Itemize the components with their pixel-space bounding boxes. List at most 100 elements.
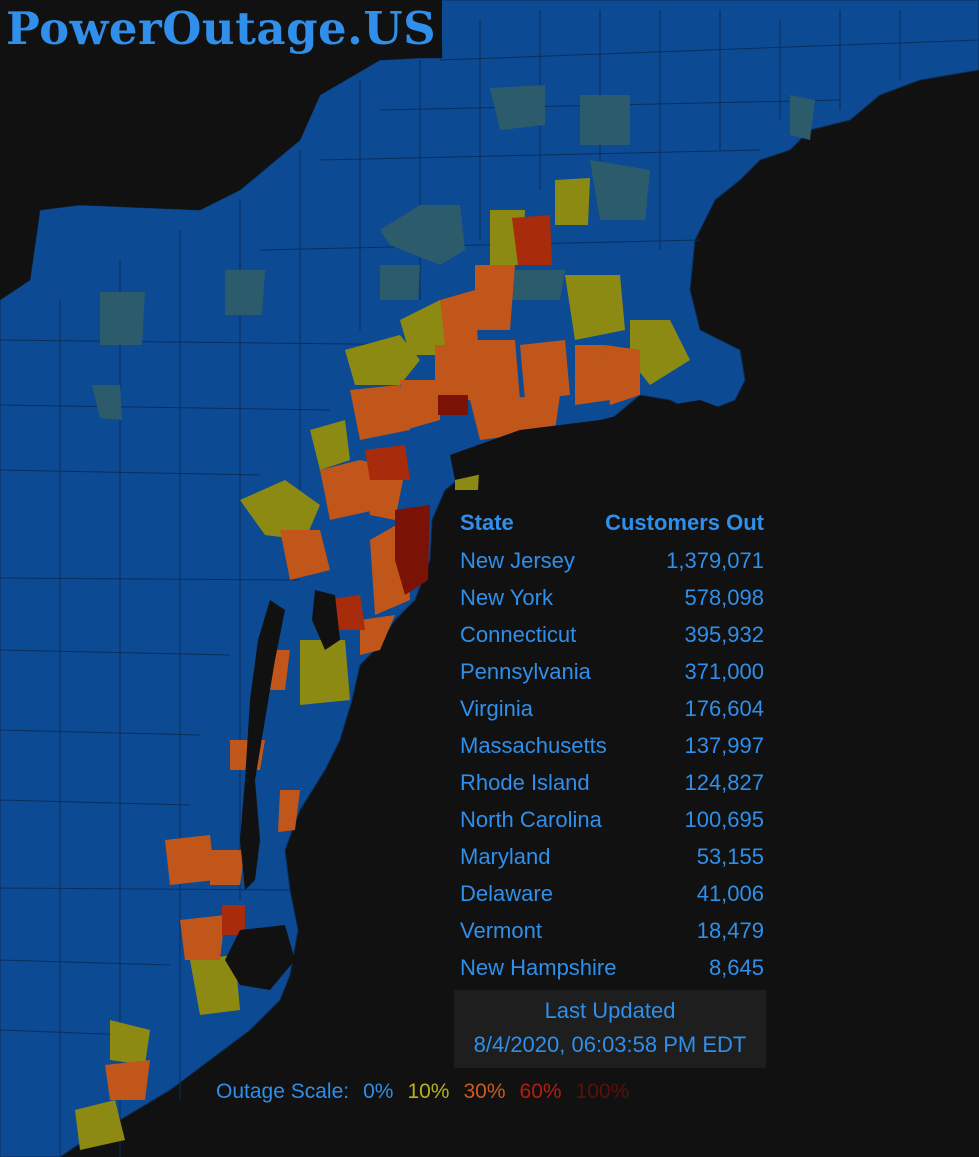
county-30[interactable] bbox=[320, 460, 375, 520]
table-row[interactable]: Maryland 53,155 bbox=[452, 838, 772, 875]
county-10[interactable] bbox=[310, 420, 350, 470]
county-10[interactable] bbox=[300, 640, 350, 705]
row-state: Connecticut bbox=[460, 621, 577, 647]
county-30[interactable] bbox=[360, 615, 395, 655]
row-customers-out: 578,098 bbox=[684, 584, 764, 610]
last-updated-timestamp: 8/4/2020, 06:03:58 PM EDT bbox=[473, 1032, 747, 1057]
lake-erie-shore bbox=[0, 0, 442, 300]
row-customers-out: 124,827 bbox=[684, 769, 764, 795]
row-customers-out: 18,479 bbox=[696, 917, 764, 943]
long-island-sound bbox=[450, 400, 740, 480]
county-100[interactable] bbox=[395, 505, 430, 595]
row-state: Maryland bbox=[460, 843, 551, 869]
row-state: New Hampshire bbox=[460, 954, 617, 980]
table-row[interactable]: New Hampshire 8,645 bbox=[452, 949, 772, 986]
county-teal[interactable] bbox=[92, 385, 122, 420]
county-10[interactable] bbox=[555, 178, 590, 225]
county-100[interactable] bbox=[438, 395, 468, 415]
table-row[interactable]: Virginia 176,604 bbox=[452, 690, 772, 727]
county-10[interactable] bbox=[240, 480, 320, 540]
county-30[interactable] bbox=[165, 835, 215, 885]
header-customers-out[interactable]: Customers Out bbox=[605, 510, 764, 535]
delaware-bay bbox=[312, 590, 340, 650]
county-teal[interactable] bbox=[380, 205, 465, 265]
county-30[interactable] bbox=[520, 340, 570, 400]
county-30[interactable] bbox=[280, 530, 330, 580]
scale-stop: 10% bbox=[407, 1080, 450, 1103]
row-customers-out: 1,379,071 bbox=[666, 547, 764, 573]
county-30[interactable] bbox=[435, 345, 470, 400]
row-state: North Carolina bbox=[460, 806, 602, 832]
row-state: Pennsylvania bbox=[460, 658, 591, 684]
outage-table: State Customers Out New Jersey 1,379,071 N… bbox=[452, 504, 772, 1068]
county-60[interactable] bbox=[365, 445, 410, 480]
row-customers-out: 8,645 bbox=[708, 954, 764, 980]
table-row[interactable]: Vermont 18,479 bbox=[452, 912, 772, 949]
county-10[interactable] bbox=[190, 955, 240, 1015]
county-30[interactable] bbox=[470, 340, 520, 400]
county-teal[interactable] bbox=[510, 270, 565, 300]
scale-stop: 60% bbox=[519, 1080, 562, 1103]
table-row[interactable]: New Jersey 1,379,071 bbox=[452, 542, 772, 579]
county-30[interactable] bbox=[575, 345, 610, 405]
county-30[interactable] bbox=[278, 790, 300, 832]
county-10[interactable] bbox=[75, 1100, 125, 1150]
outage-scale: Outage Scale: 0% 10% 30% 60% 100% bbox=[216, 1080, 629, 1104]
site-title: PowerOutage.US bbox=[6, 2, 437, 55]
table-row[interactable]: Massachusetts 137,997 bbox=[452, 727, 772, 764]
scale-stop: 0% bbox=[363, 1080, 394, 1103]
county-teal[interactable] bbox=[225, 270, 265, 315]
outage-scale-label: Outage Scale: bbox=[216, 1080, 350, 1103]
header-state[interactable]: State bbox=[460, 510, 514, 535]
county-teal[interactable] bbox=[790, 95, 815, 140]
water-bodies bbox=[225, 400, 740, 990]
county-30[interactable] bbox=[210, 850, 245, 885]
table-row[interactable]: Delaware 41,006 bbox=[452, 875, 772, 912]
last-updated-label: Last Updated bbox=[544, 998, 676, 1023]
county-30[interactable] bbox=[350, 385, 410, 440]
county-10[interactable] bbox=[110, 1020, 150, 1065]
row-state: Virginia bbox=[460, 695, 533, 721]
table-header: State Customers Out bbox=[452, 504, 772, 542]
outage-scale-stops: 0% 10% 30% 60% 100% bbox=[363, 1080, 629, 1104]
county-teal[interactable] bbox=[590, 160, 650, 220]
table-row[interactable]: Rhode Island 124,827 bbox=[452, 764, 772, 801]
table-row[interactable]: Connecticut 395,932 bbox=[452, 616, 772, 653]
row-state: Massachusetts bbox=[460, 732, 607, 758]
table-row[interactable]: New York 578,098 bbox=[452, 579, 772, 616]
scale-stop: 100% bbox=[575, 1080, 630, 1103]
county-60[interactable] bbox=[512, 215, 552, 265]
row-state: Rhode Island bbox=[460, 769, 590, 795]
row-customers-out: 371,000 bbox=[684, 658, 764, 684]
row-customers-out: 100,695 bbox=[684, 806, 764, 832]
county-10[interactable] bbox=[630, 320, 690, 385]
county-teal[interactable] bbox=[490, 85, 545, 130]
county-30[interactable] bbox=[180, 915, 225, 960]
county-30[interactable] bbox=[400, 380, 440, 430]
row-customers-out: 395,932 bbox=[684, 621, 764, 647]
county-30[interactable] bbox=[105, 1060, 150, 1100]
chesapeake-bay bbox=[240, 600, 285, 890]
county-10[interactable] bbox=[345, 335, 420, 385]
county-teal[interactable] bbox=[580, 95, 630, 145]
last-updated-box: Last Updated 8/4/2020, 06:03:58 PM EDT bbox=[454, 990, 766, 1068]
row-customers-out: 176,604 bbox=[684, 695, 764, 721]
county-30[interactable] bbox=[440, 290, 478, 345]
row-customers-out: 53,155 bbox=[696, 843, 764, 869]
county-30[interactable] bbox=[605, 345, 640, 405]
county-teal[interactable] bbox=[100, 292, 145, 345]
row-customers-out: 137,997 bbox=[684, 732, 764, 758]
county-60[interactable] bbox=[222, 905, 245, 935]
pamlico-sound bbox=[225, 925, 295, 990]
row-state: New York bbox=[460, 584, 553, 610]
site-title-banner: PowerOutage.US bbox=[0, 0, 442, 58]
table-row[interactable]: North Carolina 100,695 bbox=[452, 801, 772, 838]
county-teal[interactable] bbox=[380, 265, 420, 300]
table-rows: New Jersey 1,379,071 New York 578,098 Connec… bbox=[452, 542, 772, 986]
county-30[interactable] bbox=[475, 265, 515, 330]
scale-stop: 30% bbox=[463, 1080, 506, 1103]
table-row[interactable]: Pennsylvania 371,000 bbox=[452, 653, 772, 690]
county-10[interactable] bbox=[565, 275, 625, 340]
row-state: New Jersey bbox=[460, 547, 575, 573]
